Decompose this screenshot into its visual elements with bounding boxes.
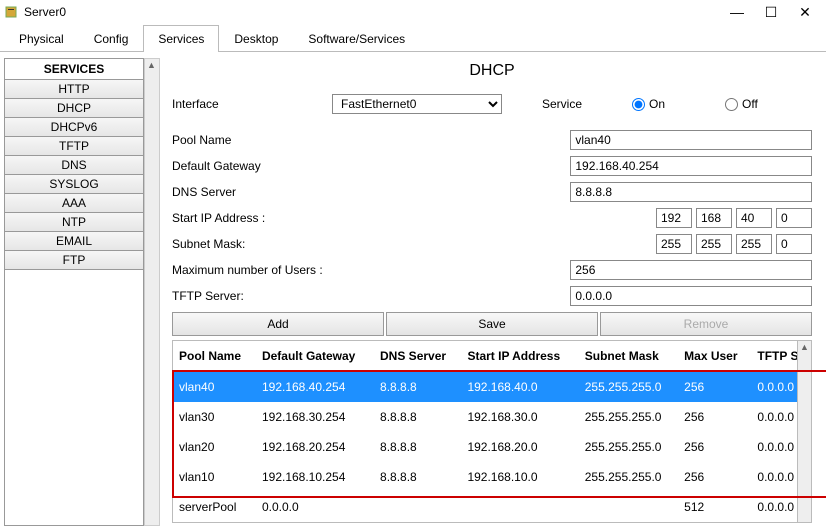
tab-services[interactable]: Services <box>143 25 219 52</box>
startip-octet[interactable] <box>696 208 732 228</box>
col-header[interactable]: Subnet Mask <box>579 341 678 372</box>
tab-desktop[interactable]: Desktop <box>219 25 293 52</box>
dns-input[interactable] <box>570 182 812 202</box>
pool-name-input[interactable] <box>570 130 812 150</box>
service-on-radio[interactable]: On <box>632 97 665 111</box>
sidebar-item-email[interactable]: EMAIL <box>5 232 143 251</box>
tftp-input[interactable] <box>570 286 812 306</box>
interface-select[interactable]: FastEthernet0 <box>332 94 502 114</box>
window-title: Server0 <box>24 5 720 19</box>
sidebar-header: SERVICES <box>5 59 143 80</box>
table-row[interactable]: serverPool0.0.0.05120.0.0.0 <box>173 492 812 523</box>
pools-table[interactable]: Pool NameDefault GatewayDNS ServerStart … <box>172 340 812 523</box>
sidebar-item-dhcpv6[interactable]: DHCPv6 <box>5 118 143 137</box>
sidebar-item-tftp[interactable]: TFTP <box>5 137 143 156</box>
close-button[interactable]: ✕ <box>788 4 822 21</box>
col-header[interactable]: Start IP Address <box>461 341 578 372</box>
sidebar-item-ftp[interactable]: FTP <box>5 251 143 270</box>
interface-label: Interface <box>172 97 332 111</box>
gateway-input[interactable] <box>570 156 812 176</box>
mask-octet[interactable] <box>696 234 732 254</box>
sidebar-item-ntp[interactable]: NTP <box>5 213 143 232</box>
table-row[interactable]: vlan20192.168.20.2548.8.8.8192.168.20.02… <box>173 432 812 462</box>
table-row[interactable]: vlan30192.168.30.2548.8.8.8192.168.30.02… <box>173 402 812 432</box>
pools-table-wrap: Pool NameDefault GatewayDNS ServerStart … <box>172 340 812 523</box>
service-off-radio[interactable]: Off <box>725 97 758 111</box>
tab-software/services[interactable]: Software/Services <box>293 25 420 52</box>
maxusers-label: Maximum number of Users : <box>172 263 422 277</box>
dns-label: DNS Server <box>172 185 320 199</box>
tab-physical[interactable]: Physical <box>4 25 79 52</box>
service-label: Service <box>542 97 602 111</box>
sidebar-item-dhcp[interactable]: DHCP <box>5 99 143 118</box>
page-title: DHCP <box>172 62 812 80</box>
col-header[interactable]: Default Gateway <box>256 341 374 372</box>
remove-button[interactable]: Remove <box>600 312 812 336</box>
gateway-label: Default Gateway <box>172 159 320 173</box>
minimize-button[interactable]: — <box>720 4 754 20</box>
save-button[interactable]: Save <box>386 312 598 336</box>
col-header[interactable]: Pool Name <box>173 341 256 372</box>
tftp-label: TFTP Server: <box>172 289 320 303</box>
mask-label: Subnet Mask: <box>172 237 332 251</box>
mask-octet[interactable] <box>736 234 772 254</box>
sidebar-item-syslog[interactable]: SYSLOG <box>5 175 143 194</box>
startip-label: Start IP Address : <box>172 211 332 225</box>
table-row[interactable]: vlan10192.168.10.2548.8.8.8192.168.10.02… <box>173 462 812 492</box>
col-header[interactable]: DNS Server <box>374 341 461 372</box>
mask-octet[interactable] <box>776 234 812 254</box>
sidebar-item-http[interactable]: HTTP <box>5 80 143 99</box>
table-scrollbar[interactable] <box>797 340 812 523</box>
sidebar-item-dns[interactable]: DNS <box>5 156 143 175</box>
tab-config[interactable]: Config <box>79 25 144 52</box>
server-icon <box>4 4 20 20</box>
table-row[interactable]: vlan40192.168.40.2548.8.8.8192.168.40.02… <box>173 372 812 403</box>
top-tabs: PhysicalConfigServicesDesktopSoftware/Se… <box>0 24 826 52</box>
startip-octet[interactable] <box>776 208 812 228</box>
sidebar-scrollbar[interactable] <box>144 58 160 526</box>
add-button[interactable]: Add <box>172 312 384 336</box>
maximize-button[interactable]: ☐ <box>754 4 788 21</box>
startip-octet[interactable] <box>656 208 692 228</box>
sidebar-item-aaa[interactable]: AAA <box>5 194 143 213</box>
startip-octet[interactable] <box>736 208 772 228</box>
pool-name-label: Pool Name <box>172 133 320 147</box>
mask-octet[interactable] <box>656 234 692 254</box>
main-panel: DHCP Interface FastEthernet0 Service On … <box>164 52 826 532</box>
titlebar: Server0 — ☐ ✕ <box>0 0 826 24</box>
maxusers-input[interactable] <box>570 260 812 280</box>
sidebar: SERVICESHTTPDHCPDHCPv6TFTPDNSSYSLOGAAANT… <box>0 52 164 532</box>
col-header[interactable]: Max User <box>678 341 751 372</box>
